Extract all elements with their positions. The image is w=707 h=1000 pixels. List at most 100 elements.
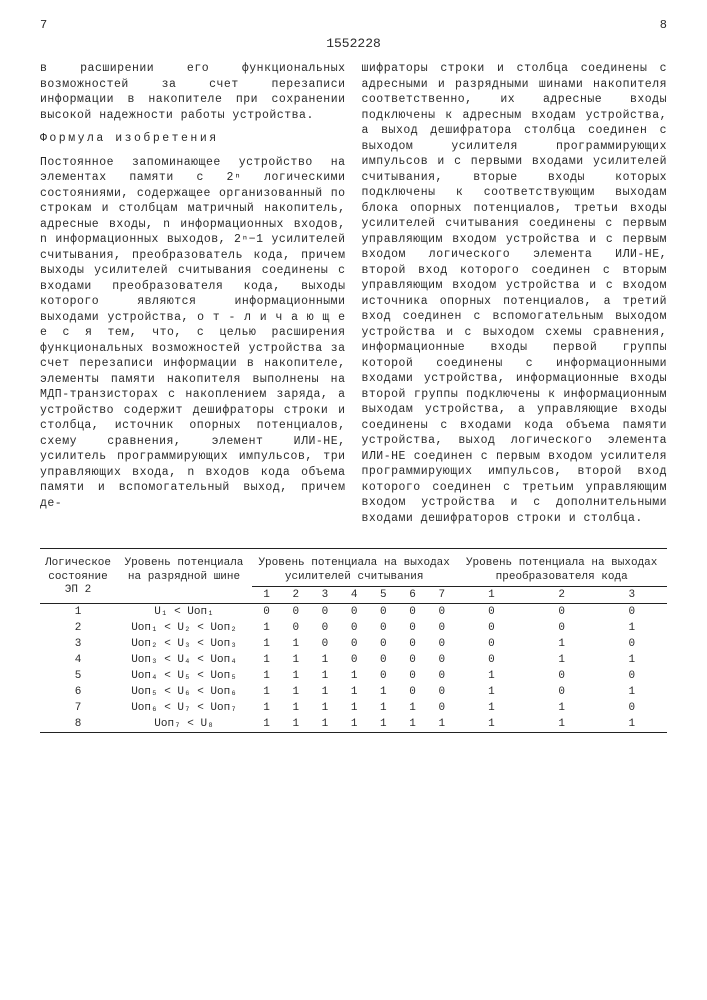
amp-cell: 1: [252, 620, 281, 636]
code-cell: 0: [597, 700, 667, 716]
amp-cell: 0: [398, 604, 427, 620]
code-cell: 1: [456, 700, 526, 716]
amp-cell: 1: [340, 700, 369, 716]
code-cell: 0: [456, 652, 526, 668]
amp-cell: 1: [340, 684, 369, 700]
amp-cell: 1: [281, 668, 310, 684]
code-cell: 1: [597, 684, 667, 700]
col-header-amp: Уровень потенциала на выходах усилителей…: [252, 555, 456, 586]
amp-cell: 0: [427, 668, 456, 684]
amp-cell: 0: [427, 652, 456, 668]
amp-cell: 1: [369, 716, 398, 732]
amp-cell: 1: [398, 700, 427, 716]
amp-cell: 1: [369, 684, 398, 700]
amp-col-4: 4: [340, 586, 369, 603]
amp-col-6: 6: [398, 586, 427, 603]
code-cell: 1: [597, 652, 667, 668]
amp-cell: 0: [310, 636, 339, 652]
row-num: 2: [40, 620, 116, 636]
amp-cell: 1: [252, 684, 281, 700]
page: 7 8 1552228 в расширении его функциональ…: [0, 0, 707, 763]
row-condition: Uоп₅ < U₆ < Uоп₆: [116, 684, 252, 700]
code-cell: 1: [527, 636, 597, 652]
amp-cell: 0: [427, 620, 456, 636]
amp-cell: 1: [310, 716, 339, 732]
amp-cell: 1: [281, 716, 310, 732]
code-cell: 0: [456, 604, 526, 620]
code-cell: 1: [456, 668, 526, 684]
amp-cell: 0: [281, 604, 310, 620]
amp-cell: 0: [340, 652, 369, 668]
amp-cell: 1: [310, 700, 339, 716]
amp-cell: 1: [281, 700, 310, 716]
amp-cell: 0: [340, 620, 369, 636]
row-num: 5: [40, 668, 116, 684]
amp-cell: 0: [398, 684, 427, 700]
amp-cell: 1: [427, 716, 456, 732]
row-num: 3: [40, 636, 116, 652]
amp-cell: 1: [252, 716, 281, 732]
code-cell: 0: [597, 604, 667, 620]
row-condition: Uоп₇ < U₈: [116, 716, 252, 732]
amp-cell: 0: [369, 636, 398, 652]
amp-cell: 1: [310, 684, 339, 700]
top-row: 7 8: [40, 18, 667, 32]
amp-cell: 1: [281, 684, 310, 700]
amp-cell: 1: [369, 700, 398, 716]
code-cell: 0: [527, 668, 597, 684]
amp-cell: 0: [427, 684, 456, 700]
row-condition: Uоп₁ < U₂ < Uоп₂: [116, 620, 252, 636]
table-row: 4Uоп₃ < U₄ < Uоп₄1110000011: [40, 652, 667, 668]
code-cell: 1: [456, 684, 526, 700]
code-col-1: 1: [456, 586, 526, 603]
amp-cell: 0: [340, 636, 369, 652]
table-row: 7Uоп₆ < U₇ < Uоп₇1111110110: [40, 700, 667, 716]
amp-cell: 0: [398, 620, 427, 636]
amp-cell: 0: [398, 636, 427, 652]
row-num: 7: [40, 700, 116, 716]
amp-cell: 0: [369, 652, 398, 668]
page-number-right: 8: [660, 18, 667, 32]
row-condition: Uоп₆ < U₇ < Uоп₇: [116, 700, 252, 716]
para: Постоянное запоминающее устройство на эл…: [40, 155, 346, 512]
table-row: 1U₁ < Uоп₁0000000000: [40, 604, 667, 620]
amp-cell: 1: [281, 652, 310, 668]
code-cell: 0: [527, 684, 597, 700]
row-num: 1: [40, 604, 116, 620]
amp-cell: 1: [252, 636, 281, 652]
amp-cell: 0: [427, 604, 456, 620]
table-row: 6Uоп₅ < U₆ < Uоп₆1111100101: [40, 684, 667, 700]
row-condition: Uоп₂ < U₃ < Uоп₃: [116, 636, 252, 652]
table-header-row: Логическое состояние ЭП 2 Уровень потенц…: [40, 555, 667, 586]
amp-cell: 1: [281, 636, 310, 652]
amp-cell: 1: [252, 652, 281, 668]
amp-cell: 0: [252, 604, 281, 620]
code-cell: 0: [456, 620, 526, 636]
code-cell: 1: [527, 716, 597, 732]
formula-heading: Формула изобретения: [40, 131, 346, 147]
row-condition: Uоп₃ < U₄ < Uоп₄: [116, 652, 252, 668]
amp-col-1: 1: [252, 586, 281, 603]
code-cell: 1: [527, 700, 597, 716]
code-cell: 0: [597, 636, 667, 652]
amp-cell: 0: [427, 700, 456, 716]
document-number: 1552228: [40, 36, 667, 51]
amp-cell: 0: [427, 636, 456, 652]
amp-cell: 1: [398, 716, 427, 732]
column-right: шифраторы строки и столбца соединены с а…: [362, 61, 668, 534]
amp-cell: 0: [369, 620, 398, 636]
amp-cell: 1: [340, 716, 369, 732]
amp-cell: 0: [340, 604, 369, 620]
amp-cell: 0: [310, 604, 339, 620]
amp-cell: 1: [310, 668, 339, 684]
table-row: 8Uоп₇ < U₈1111111111: [40, 716, 667, 732]
amp-cell: 1: [340, 668, 369, 684]
amp-cell: 0: [281, 620, 310, 636]
para: шифраторы строки и столбца соединены с а…: [362, 61, 668, 526]
column-left: в расширении его функциональных возможно…: [40, 61, 346, 534]
table-row: 3Uоп₂ < U₃ < Uоп₃1100000010: [40, 636, 667, 652]
text-columns: в расширении его функциональных возможно…: [40, 61, 667, 534]
col-header-state: Логическое состояние ЭП 2: [40, 555, 116, 602]
table-rule-bottom: [40, 732, 667, 733]
row-num: 8: [40, 716, 116, 732]
